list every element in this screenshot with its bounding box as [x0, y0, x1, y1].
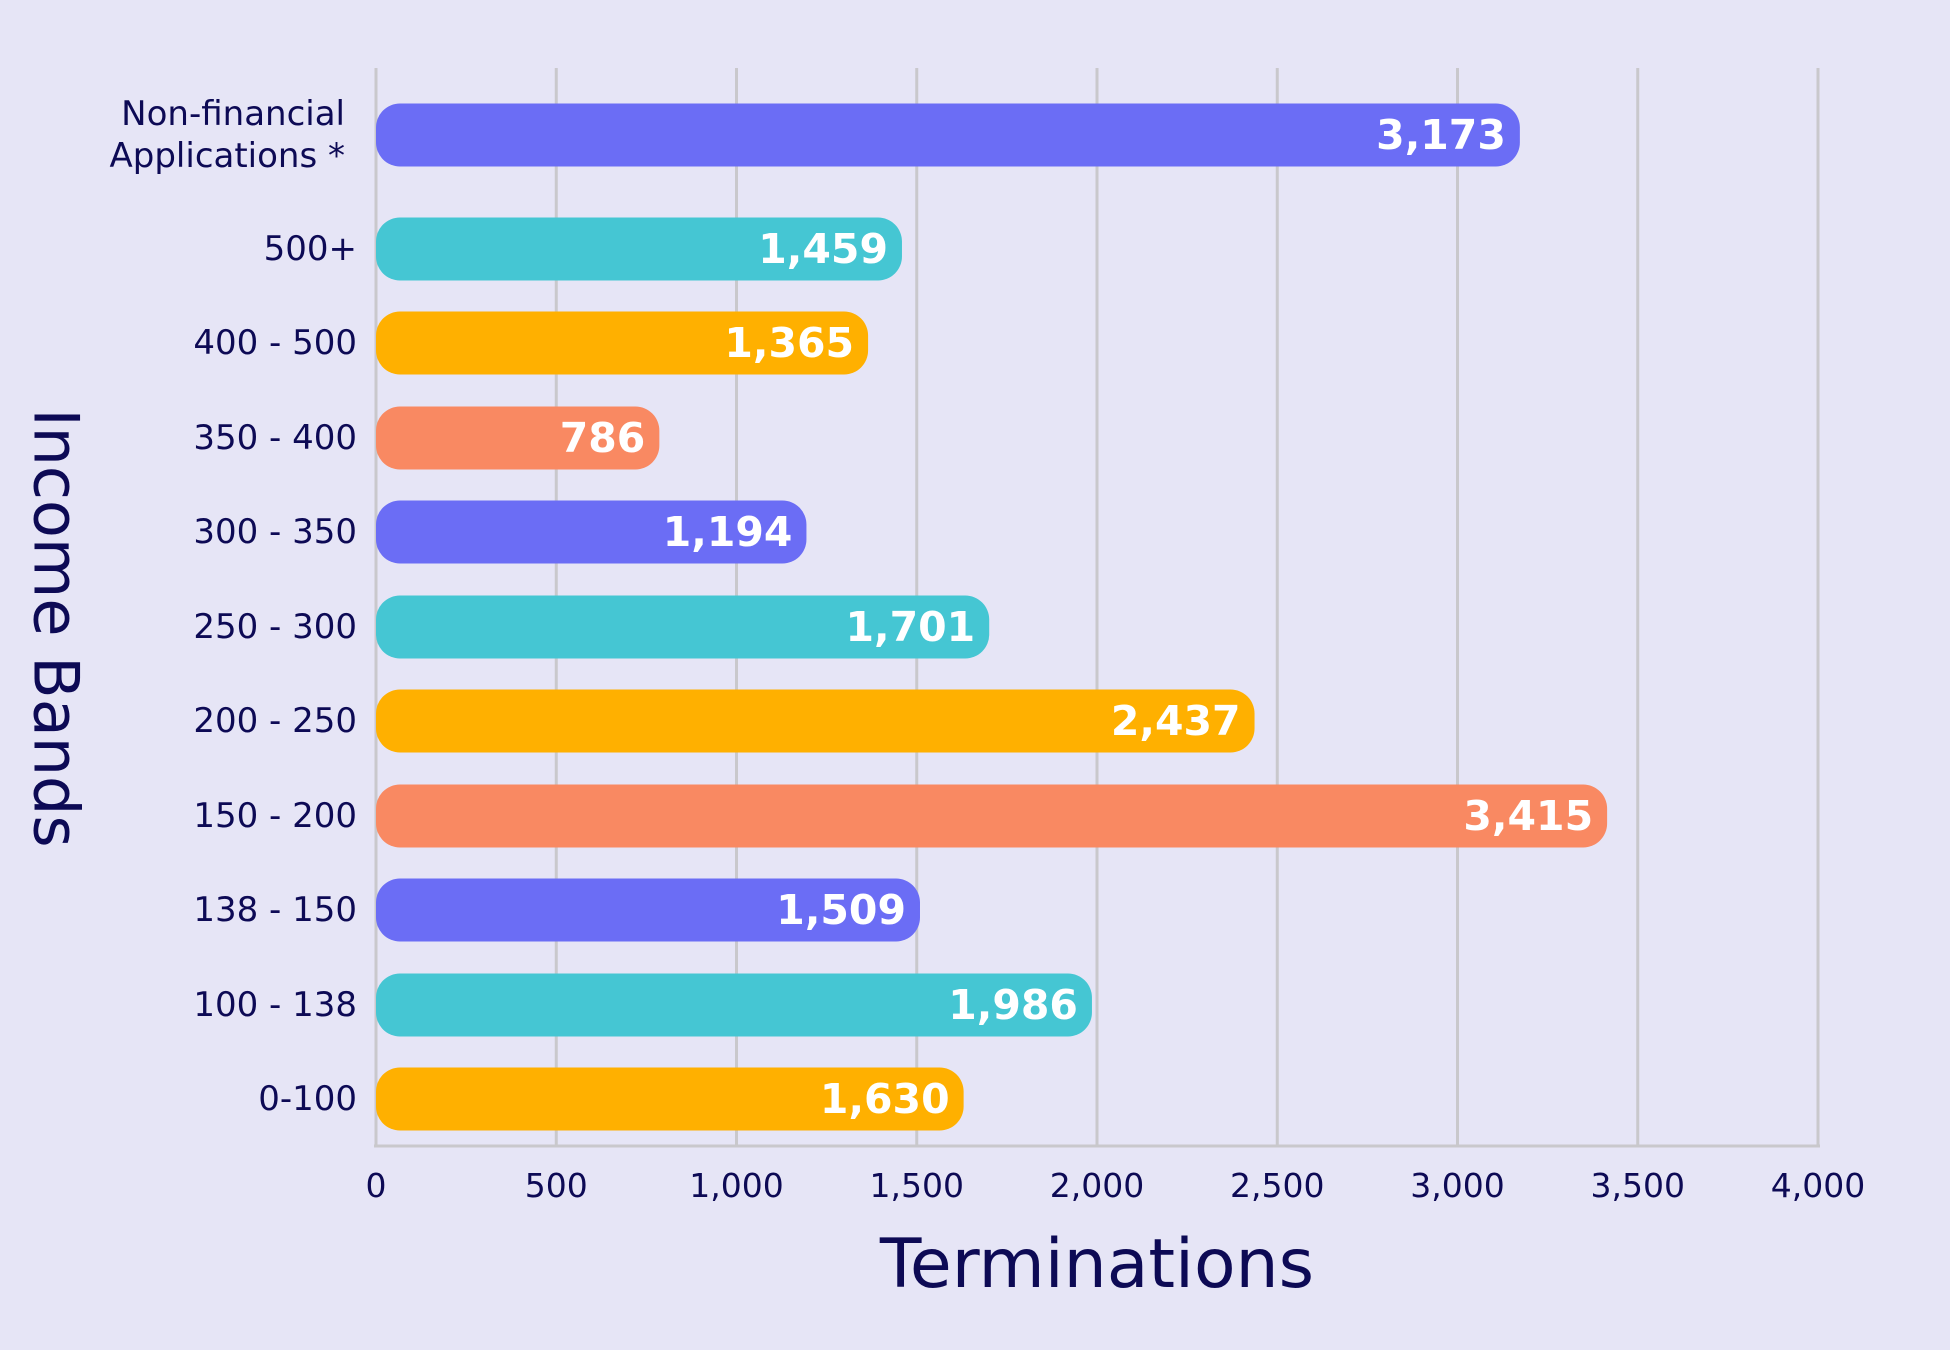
category-label: 200 - 250: [193, 701, 357, 741]
data-label: 1,194: [663, 508, 793, 556]
x-tick-label: 0: [366, 1166, 387, 1205]
bar: [376, 217, 902, 281]
category-label: 250 - 300: [193, 607, 357, 647]
y-axis-title: Income Bands: [19, 408, 93, 848]
bar: [376, 1067, 964, 1131]
x-axis-title: Terminations: [879, 1225, 1315, 1304]
category-label: 100 - 138: [193, 985, 357, 1025]
bar: [376, 311, 869, 375]
category-label: 350 - 400: [193, 418, 357, 458]
x-tick-label: 3,000: [1410, 1166, 1504, 1205]
data-label: 1,365: [724, 319, 854, 367]
data-label: 1,630: [820, 1075, 950, 1123]
x-tick-label: 2,500: [1230, 1166, 1324, 1205]
bar: [376, 784, 1608, 848]
category-label: 0-100: [258, 1079, 357, 1119]
data-label: 2,437: [1111, 697, 1241, 745]
x-tick-label: 4,000: [1771, 1166, 1865, 1205]
x-tick-label: 500: [525, 1166, 588, 1205]
data-label: 3,415: [1463, 792, 1593, 840]
category-label: 300 - 350: [193, 512, 357, 552]
data-label: 1,986: [948, 981, 1078, 1029]
data-label: 786: [560, 414, 646, 462]
x-tick-label: 1,500: [870, 1166, 964, 1205]
bar: [376, 689, 1255, 753]
category-label: 500+: [263, 229, 357, 269]
bar: [376, 878, 920, 942]
data-label: 3,173: [1376, 111, 1506, 159]
category-label: 150 - 200: [193, 796, 357, 836]
bar: [376, 595, 990, 659]
x-tick-label: 2,000: [1050, 1166, 1144, 1205]
x-tick-label: 3,500: [1591, 1166, 1685, 1205]
category-label: 138 - 150: [193, 890, 357, 930]
bar: [376, 500, 807, 564]
data-label: 1,459: [758, 225, 888, 273]
x-tick-label: 1,000: [689, 1166, 783, 1205]
bar: [376, 406, 660, 470]
category-label: 400 - 500: [193, 323, 357, 363]
bar: [376, 103, 1520, 167]
data-label: 1,509: [776, 886, 906, 934]
bar: [376, 973, 1092, 1037]
category-label: Non-financial Applications *: [109, 94, 346, 176]
data-label: 1,701: [846, 603, 976, 651]
